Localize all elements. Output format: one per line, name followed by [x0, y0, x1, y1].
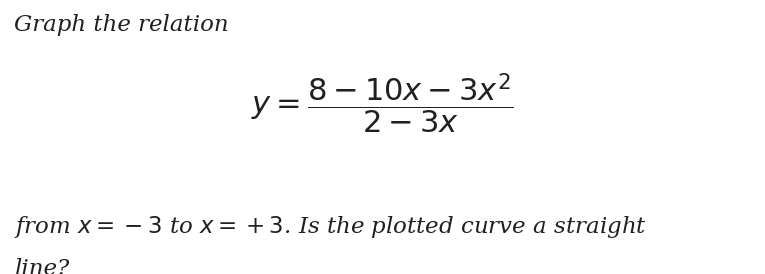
Text: $y = \dfrac{8 - 10x - 3x^2}{2 - 3x}$: $y = \dfrac{8 - 10x - 3x^2}{2 - 3x}$ — [251, 72, 514, 136]
Text: Graph the relation: Graph the relation — [14, 14, 229, 36]
Text: line?: line? — [14, 258, 69, 274]
Text: from $x = -3$ to $x = +3$. Is the plotted curve a straight: from $x = -3$ to $x = +3$. Is the plotte… — [14, 214, 646, 240]
